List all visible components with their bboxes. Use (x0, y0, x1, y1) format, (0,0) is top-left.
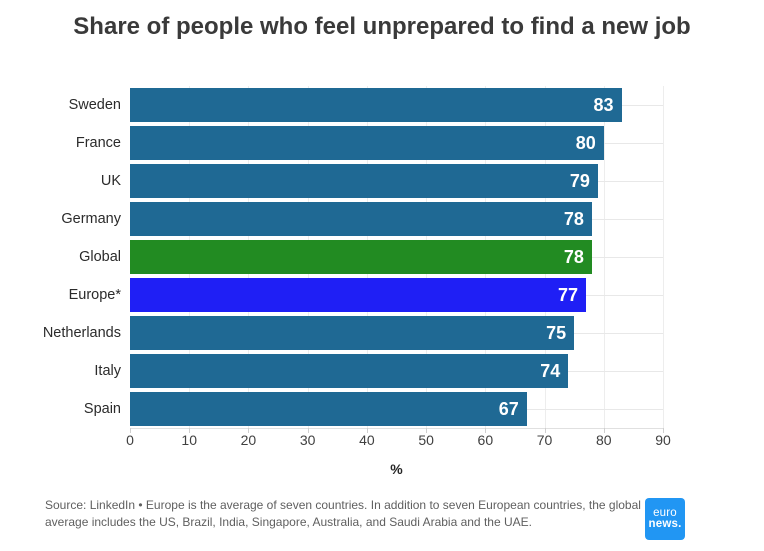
plot-area: 83 80 79 78 78 77 75 74 67 (130, 86, 664, 428)
bar: 78 (130, 202, 592, 236)
source-note: Source: LinkedIn • Europe is the average… (45, 498, 641, 529)
bar-value-label: 78 (563, 247, 584, 267)
category-label: France (75, 135, 121, 151)
category-label: Spain (83, 401, 121, 417)
x-tick-mark (485, 428, 487, 433)
x-tick-mark (426, 428, 428, 433)
chart-title: Share of people who feel unprepared to f… (73, 13, 691, 40)
x-tick-mark (248, 428, 250, 433)
x-tick-mark (307, 428, 309, 433)
bar-value-label: 74 (540, 361, 561, 381)
bar: 67 (130, 392, 527, 426)
category-label: UK (100, 173, 121, 189)
x-tick-label: 40 (359, 432, 375, 448)
bar: 75 (130, 316, 575, 350)
euronews-logo: euro news. (645, 498, 685, 540)
category-label: Sweden (68, 97, 121, 113)
x-tick-label: 0 (126, 432, 134, 448)
bar: 79 (130, 164, 598, 198)
bar-value-label: 67 (498, 399, 519, 419)
x-tick-label: 80 (595, 432, 612, 448)
x-tick-label: 20 (240, 432, 257, 448)
x-tick-mark (663, 428, 664, 433)
category-label: Italy (94, 363, 121, 379)
x-tick-mark (130, 428, 131, 433)
logo-text-euro: euro (653, 507, 677, 519)
x-tick-label: 10 (181, 432, 197, 448)
x-tick-label: 90 (655, 432, 671, 448)
x-tick-mark (603, 428, 605, 433)
bar: 74 (130, 354, 569, 388)
category-label: Global (79, 249, 121, 265)
bar: 83 (130, 88, 622, 122)
logo-text-news: news. (648, 518, 682, 530)
bar-value-label: 78 (563, 209, 584, 229)
bar: 78 (130, 240, 592, 274)
bar: 80 (130, 126, 604, 160)
x-tick-mark (544, 428, 546, 433)
category-label: Netherlands (42, 325, 121, 341)
y-axis-labels: Sweden France UK Germany Global Europe* Nether… (0, 86, 124, 428)
bar-value-label: 80 (575, 133, 596, 153)
bar-value-label: 77 (557, 285, 578, 305)
x-tick-mark (366, 428, 368, 433)
x-tick-label: 60 (477, 432, 494, 448)
bar-value-label: 83 (593, 95, 614, 115)
v-gridline (663, 86, 664, 428)
x-tick-label: 70 (536, 432, 553, 448)
category-label: Germany (61, 211, 121, 227)
category-label: Europe* (68, 287, 121, 303)
bar-value-label: 75 (546, 323, 567, 343)
x-axis-title: % (390, 461, 403, 477)
x-tick-label: 30 (299, 432, 316, 448)
x-axis-line (130, 428, 664, 429)
x-tick-mark (189, 428, 191, 433)
bar-value-label: 79 (569, 171, 590, 191)
bar: 77 (130, 278, 586, 312)
x-tick-label: 50 (418, 432, 434, 448)
